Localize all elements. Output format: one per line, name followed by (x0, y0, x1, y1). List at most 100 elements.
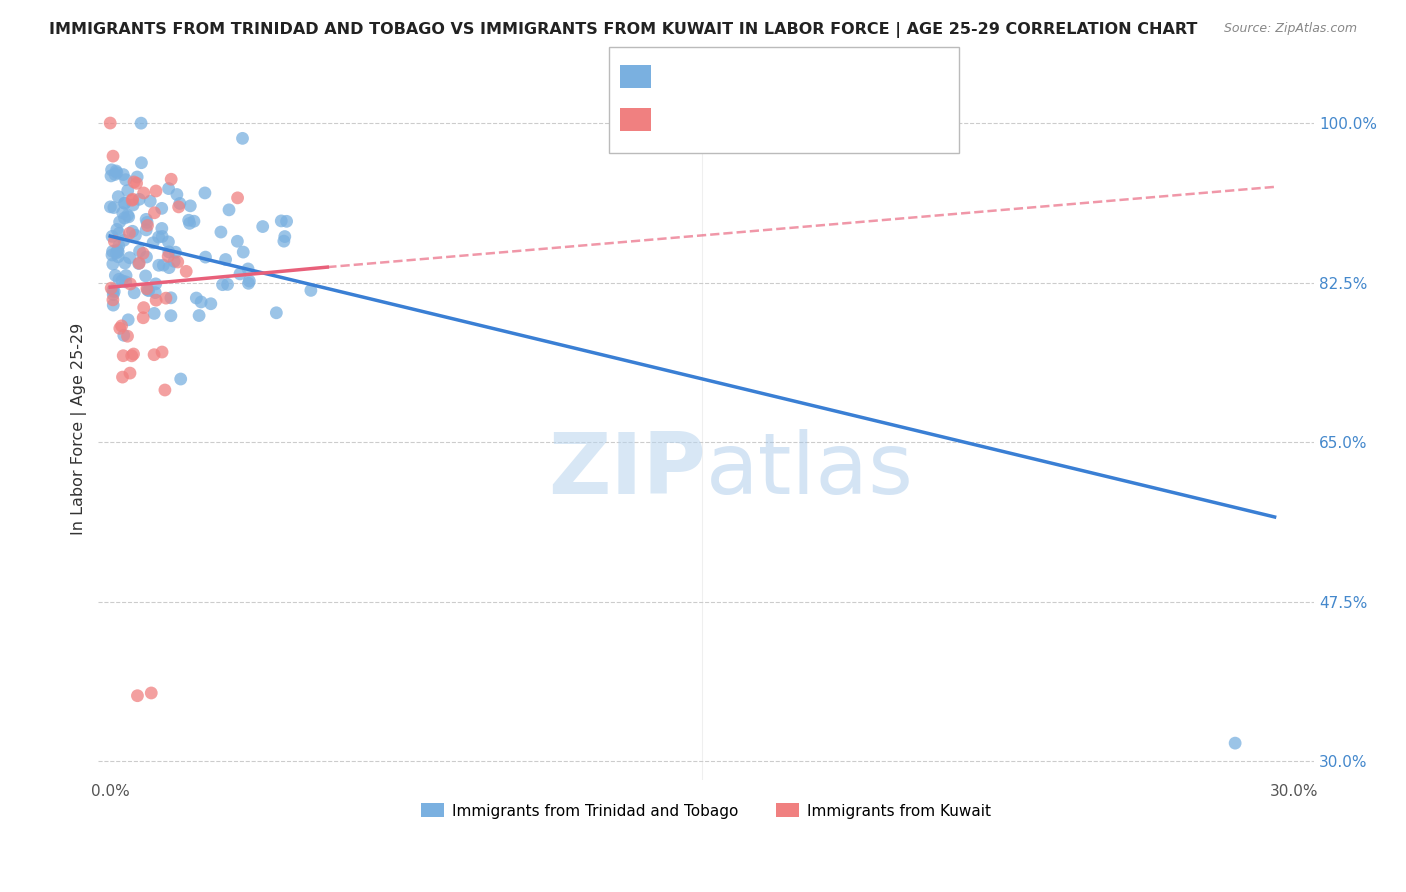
Point (103, 235, 125, 249)
Point (112, 328, 135, 343)
Point (127, 169, 149, 184)
Point (143, 306, 166, 320)
Point (157, 181, 180, 195)
Point (152, 258, 174, 272)
Point (120, 277, 142, 291)
Point (132, 301, 155, 315)
Point (121, 192, 143, 206)
Point (163, 254, 186, 268)
Point (252, 219, 274, 234)
Point (100, 169, 122, 183)
Point (179, 199, 201, 213)
Point (157, 249, 180, 263)
Point (111, 206, 134, 220)
Point (139, 194, 162, 209)
Point (107, 243, 129, 257)
Point (135, 212, 157, 227)
Point (128, 256, 150, 270)
Point (153, 383, 176, 397)
Text: N =: N = (778, 110, 817, 128)
Point (118, 366, 141, 380)
Text: Source: ZipAtlas.com: Source: ZipAtlas.com (1223, 22, 1357, 36)
Point (200, 297, 222, 311)
Point (136, 215, 159, 229)
Point (160, 291, 183, 305)
Point (101, 248, 124, 262)
Text: 112: 112 (825, 67, 863, 85)
Point (143, 206, 166, 220)
Point (194, 186, 217, 200)
Point (299, 284, 322, 298)
Text: atlas: atlas (706, 429, 914, 512)
Point (217, 277, 239, 292)
Point (226, 191, 249, 205)
Point (121, 193, 143, 207)
Point (118, 226, 141, 240)
Point (111, 370, 134, 384)
Point (136, 219, 159, 233)
Point (169, 196, 191, 211)
Point (150, 221, 173, 235)
Point (101, 283, 124, 297)
Point (188, 309, 211, 323)
Y-axis label: In Labor Force | Age 25-29: In Labor Force | Age 25-29 (72, 322, 87, 534)
Text: N =: N = (778, 67, 817, 85)
Point (190, 295, 212, 310)
Point (145, 293, 167, 308)
Point (167, 200, 190, 214)
Point (101, 229, 124, 244)
Point (160, 309, 183, 323)
Text: 0.121: 0.121 (707, 110, 763, 128)
Point (98, 116, 121, 130)
Point (143, 285, 166, 300)
Point (103, 298, 125, 312)
Point (150, 229, 173, 244)
Point (105, 166, 128, 180)
Point (125, 176, 148, 190)
Point (132, 310, 155, 325)
Point (135, 282, 157, 296)
Point (110, 318, 132, 333)
Point (209, 225, 232, 239)
Text: R =: R = (658, 67, 697, 85)
Point (238, 277, 260, 291)
Point (108, 227, 131, 241)
Point (128, 256, 150, 270)
Point (112, 349, 135, 363)
Point (232, 245, 254, 260)
Point (276, 214, 298, 228)
Point (117, 208, 139, 222)
Point (103, 285, 125, 299)
Point (121, 349, 143, 363)
Point (124, 228, 146, 243)
Point (135, 223, 157, 237)
Point (100, 162, 122, 177)
Point (266, 306, 288, 320)
Point (270, 214, 292, 228)
Point (107, 189, 129, 203)
Point (103, 201, 125, 215)
Point (108, 215, 131, 229)
Point (100, 200, 122, 214)
Point (115, 268, 138, 283)
Point (1223, 736, 1246, 750)
Point (194, 250, 217, 264)
Point (143, 348, 166, 362)
Point (165, 245, 187, 260)
Point (166, 187, 188, 202)
Point (138, 284, 160, 298)
Text: -0.421: -0.421 (707, 67, 772, 85)
Point (101, 293, 124, 307)
Point (114, 172, 136, 186)
Text: 41: 41 (825, 110, 851, 128)
Point (218, 202, 240, 217)
Point (127, 689, 149, 703)
Point (122, 285, 145, 300)
Point (160, 172, 183, 186)
Point (101, 257, 124, 271)
Point (150, 202, 173, 216)
Point (101, 149, 124, 163)
Point (273, 234, 295, 248)
Point (186, 291, 208, 305)
Point (170, 372, 193, 386)
